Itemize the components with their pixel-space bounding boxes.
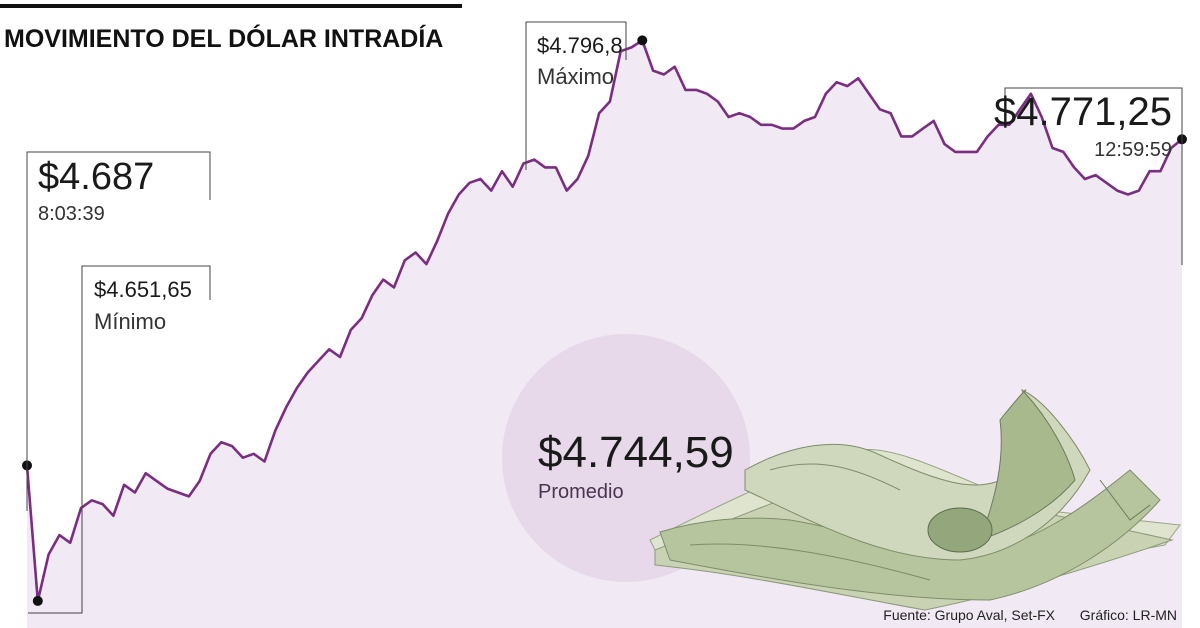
open-value: $4.687 [38, 156, 154, 198]
title-rule [0, 4, 462, 8]
credit-note: Gráfico: LR-MN [1080, 607, 1177, 623]
min-leader [28, 265, 211, 614]
average-value: $4.744,59 [538, 428, 734, 477]
source-note: Fuente: Grupo Aval, Set-FX [883, 607, 1055, 623]
min-value: $4.651,65 [94, 277, 192, 302]
open-time: 8:03:39 [38, 203, 105, 225]
close-time: 12:59:59 [1094, 139, 1172, 161]
series-line [25, 39, 1183, 603]
min-point [32, 595, 43, 606]
max-leader [525, 21, 627, 170]
close-value: $4.771,25 [994, 90, 1172, 134]
chart-title: MOVIMIENTO DEL DÓLAR INTRADÍA [4, 23, 443, 53]
open-leader [26, 151, 211, 511]
close-leader [1004, 87, 1183, 265]
max-value: $4.796,8 [537, 33, 623, 58]
max-label: Máximo [537, 64, 614, 89]
min-label: Mínimo [94, 309, 166, 334]
dollar-bills-photo [649, 389, 1181, 611]
leader-lines [26, 21, 1183, 614]
max-point [637, 35, 648, 46]
average-label: Promedio [538, 481, 624, 503]
average-circle [502, 334, 750, 582]
